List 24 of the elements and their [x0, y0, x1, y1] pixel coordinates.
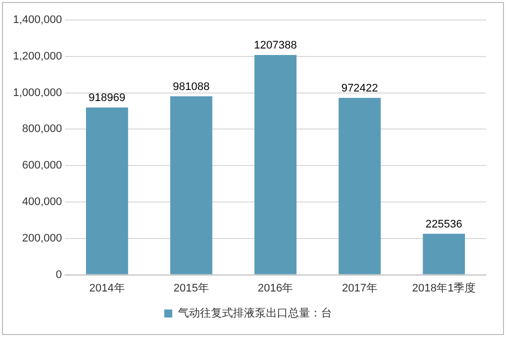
y-tick-label: 800,000: [22, 123, 62, 136]
x-tick-label: 2018年1季度: [412, 281, 476, 294]
x-tick-label: 2014年: [89, 282, 125, 294]
bar: [86, 108, 128, 274]
y-tick-label: 400,000: [22, 196, 62, 208]
data-label: 981088: [172, 80, 210, 93]
bar: [254, 55, 297, 274]
y-tick-label: 1,400,000: [13, 14, 62, 26]
y-tick-label: 200,000: [22, 232, 62, 244]
x-tick-label: 2016年: [258, 282, 294, 294]
bar: [338, 98, 381, 274]
data-label: 918969: [88, 92, 126, 104]
data-label: 1207388: [254, 40, 297, 52]
bar: [422, 234, 465, 274]
y-tick-label: 1,000,000: [13, 86, 62, 99]
y-tick-label: 1,200,000: [13, 50, 62, 62]
x-tick-label: 2015年: [174, 282, 209, 294]
legend-label: 气动往复式排液泵出口总量：台: [178, 306, 332, 320]
data-label: 225536: [426, 218, 462, 230]
y-tick-label: 600,000: [22, 160, 62, 172]
bar: [170, 96, 212, 274]
y-tick-label: 0: [56, 268, 62, 281]
data-label: 972422: [341, 82, 378, 94]
x-tick-label: 2017年: [342, 282, 378, 294]
